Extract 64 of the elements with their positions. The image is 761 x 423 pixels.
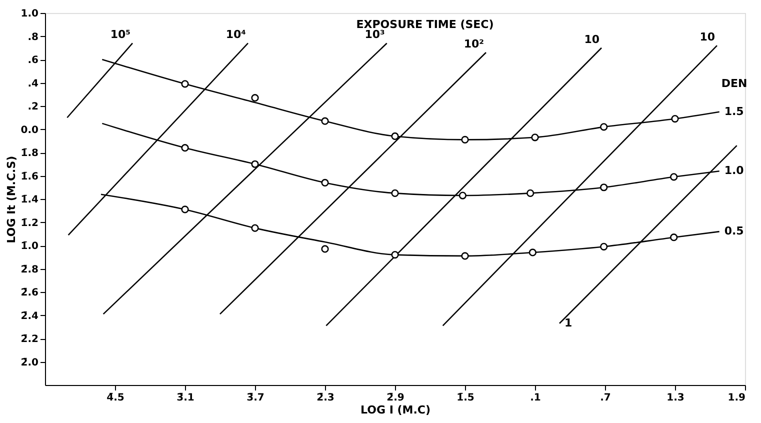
chart-title: EXPOSURE TIME (SEC) <box>356 18 494 31</box>
x-tick-label: 2̄.3 <box>316 392 334 404</box>
x-tick-label: 1̄.5 <box>456 392 474 404</box>
series-label: 10² <box>464 38 484 51</box>
point <box>526 189 534 197</box>
x-tick-label: 3̄.7 <box>246 392 264 404</box>
y-tick-label: .6 <box>28 55 39 66</box>
y-tick-label: 1.0 <box>20 8 39 20</box>
x-tick-label: 1.9 <box>728 392 746 404</box>
series-label: 0.5 <box>724 224 744 238</box>
x-tick-label: 3̄.1 <box>176 392 194 404</box>
x-axis-title: LOG I (M.C) <box>360 404 431 416</box>
series-label: 10⁴ <box>226 28 246 42</box>
x-tick-label: 4̄.5 <box>106 392 124 404</box>
point <box>251 160 259 168</box>
series-label: 10 <box>584 32 600 46</box>
point <box>391 250 399 259</box>
legend-title: DEN <box>721 76 748 90</box>
x-tick-label: .7 <box>600 392 611 404</box>
point <box>461 136 469 144</box>
point <box>391 189 399 197</box>
series-label: 10⁵ <box>110 28 131 42</box>
point <box>531 134 539 142</box>
y-tick-label: 0.0 <box>20 124 39 136</box>
x-tick-label: 1.3 <box>666 392 684 404</box>
point <box>181 206 189 214</box>
y-tick-label: 2̄.6 <box>20 288 39 298</box>
series-label: 1.0 <box>724 164 744 178</box>
y-tick-label: 1̄.0 <box>20 241 39 252</box>
point <box>670 173 678 181</box>
point <box>251 94 259 102</box>
y-tick-label: 2̄.8 <box>20 264 39 276</box>
y-tick-label: 2̄.4 <box>20 310 39 322</box>
point <box>600 184 608 192</box>
y-tick-label: 2̄.2 <box>20 334 39 345</box>
series-label: 1 <box>564 316 572 330</box>
point <box>321 117 329 125</box>
y-tick-label: 1̄.8 <box>20 148 39 159</box>
y-tick-label: 1̄.2 <box>20 218 39 229</box>
x-tick-label: 2̄.9 <box>386 392 404 404</box>
series-label: 10 <box>700 30 716 44</box>
point <box>181 144 189 152</box>
y-tick-label: .8 <box>28 32 39 43</box>
y-axis-title: LOG It (M.C.S) <box>4 156 18 244</box>
y-tick-label: .2 <box>28 102 39 112</box>
point <box>600 123 608 131</box>
point <box>251 224 259 232</box>
point <box>461 252 469 260</box>
y-tick-label: 1̄.4 <box>20 194 39 206</box>
x-tick-label: .1 <box>530 392 541 404</box>
point <box>321 245 329 253</box>
series-label: 10³ <box>364 28 385 42</box>
point <box>600 242 608 250</box>
point <box>670 234 678 242</box>
point <box>391 132 399 140</box>
point <box>181 80 189 88</box>
point <box>671 114 679 123</box>
point <box>321 178 329 187</box>
y-tick-label: .4 <box>28 78 39 90</box>
y-tick-label: 1̄.6 <box>20 171 39 182</box>
point <box>528 248 536 256</box>
series-label: 1.5 <box>724 104 744 118</box>
y-tick-label: 2̄.0 <box>20 357 39 368</box>
point <box>458 192 466 200</box>
